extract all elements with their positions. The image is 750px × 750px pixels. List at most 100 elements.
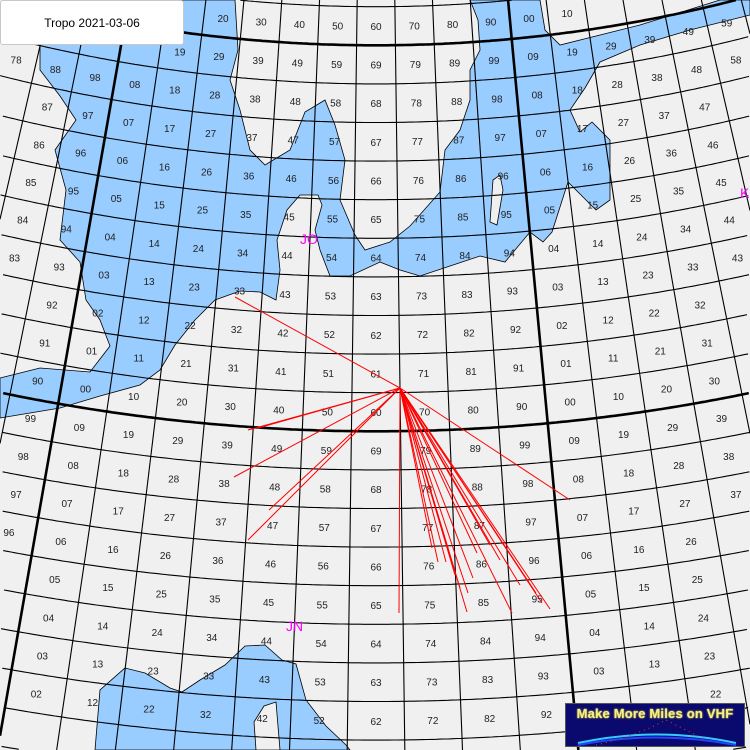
square-label: 06 (117, 156, 129, 167)
square-label: 94 (535, 633, 547, 644)
square-label: 25 (197, 206, 209, 217)
grid-parallel (2, 667, 750, 703)
square-label: 07 (123, 118, 135, 129)
square-label: 93 (54, 263, 66, 274)
square-label: 42 (277, 328, 289, 339)
square-label: 90 (32, 376, 44, 387)
square-label: 74 (415, 253, 427, 264)
square-label: 05 (111, 194, 123, 205)
square-label: 13 (92, 660, 104, 671)
propagation-path (399, 387, 571, 501)
square-label: 59 (721, 18, 733, 29)
square-label: 06 (55, 537, 67, 548)
grid-meridian (661, 0, 750, 434)
square-label: 05 (49, 575, 61, 586)
square-label: 38 (651, 73, 663, 84)
square-label: 07 (577, 513, 589, 524)
square-label: 99 (488, 56, 500, 67)
grid-meridian (700, 0, 750, 211)
make-more-miles-logo[interactable]: Make More Miles on VHF (565, 703, 745, 747)
grid-parallel (0, 352, 749, 394)
square-label: 44 (724, 216, 736, 227)
propagation-path (268, 387, 401, 511)
square-label: 65 (370, 601, 382, 612)
propagation-path (247, 387, 401, 541)
square-label: 09 (569, 436, 581, 447)
square-label: 20 (661, 385, 673, 396)
square-label: 43 (732, 253, 744, 264)
square-label: 35 (240, 210, 252, 221)
square-label: 27 (679, 499, 691, 510)
square-label: 05 (585, 590, 597, 601)
square-label: 23 (148, 666, 160, 677)
square-label: 58 (730, 56, 742, 67)
square-label: 96 (498, 171, 510, 182)
square-label: 34 (206, 633, 218, 644)
square-label: 48 (269, 482, 281, 493)
square-label: 26 (686, 537, 698, 548)
square-label: 95 (532, 595, 544, 606)
square-label: 53 (325, 292, 337, 303)
square-label: 93 (507, 287, 519, 298)
square-label: 62 (370, 331, 382, 342)
square-label: 35 (673, 187, 685, 198)
square-label: 06 (540, 167, 552, 178)
square-label: 50 (322, 407, 334, 418)
square-label: 70 (419, 407, 431, 418)
logo-horizon-graphic (577, 719, 737, 746)
square-label: 16 (582, 162, 594, 173)
square-label: 16 (108, 545, 120, 556)
square-label: 99 (25, 414, 37, 425)
grid-meridian (469, 0, 521, 750)
square-label: 20 (176, 398, 188, 409)
square-label: 47 (699, 103, 711, 114)
square-label: 60 (370, 408, 382, 419)
square-label: 13 (597, 277, 609, 288)
square-label: 30 (709, 376, 721, 387)
field-boundary-meridian (0, 0, 131, 736)
square-label: 86 (455, 174, 467, 185)
propagation-path (399, 387, 537, 594)
square-label: 40 (294, 20, 306, 31)
propagation-path (399, 387, 513, 614)
square-label: 64 (370, 640, 382, 651)
square-label: 19 (567, 47, 579, 58)
square-label: 03 (98, 270, 110, 281)
square-label: 38 (723, 452, 735, 463)
square-label: 29 (172, 436, 184, 447)
square-label: 39 (253, 56, 265, 67)
square-label: 18 (169, 86, 181, 97)
square-label: 17 (628, 507, 640, 518)
square-label: 83 (482, 675, 494, 686)
square-label: 16 (159, 162, 171, 173)
north-sea (0, 0, 750, 419)
square-label: 89 (470, 444, 482, 455)
grid-parallel (2, 155, 750, 201)
square-label: 97 (525, 518, 537, 529)
square-label: 32 (694, 300, 706, 311)
square-label: 68 (370, 99, 382, 110)
square-label: 17 (164, 124, 176, 135)
square-label: 23 (704, 651, 716, 662)
square-label: 92 (541, 710, 553, 721)
square-label: 68 (370, 485, 382, 496)
square-label: 91 (513, 364, 525, 375)
square-label: 63 (370, 678, 382, 689)
square-label: 15 (154, 201, 166, 212)
square-label: 19 (174, 47, 186, 58)
grid-parallel (3, 589, 749, 625)
square-label: 33 (687, 263, 699, 274)
gotland-island (489, 174, 504, 226)
square-label: 22 (649, 308, 661, 319)
square-label: 32 (200, 710, 212, 721)
square-label: 29 (605, 42, 617, 53)
propagation-path (257, 387, 401, 429)
square-label: 12 (87, 698, 99, 709)
square-label: 13 (143, 277, 155, 288)
square-label: 28 (209, 91, 221, 102)
square-label: 24 (152, 628, 164, 639)
square-label: 81 (466, 367, 478, 378)
square-label: 37 (246, 133, 258, 144)
